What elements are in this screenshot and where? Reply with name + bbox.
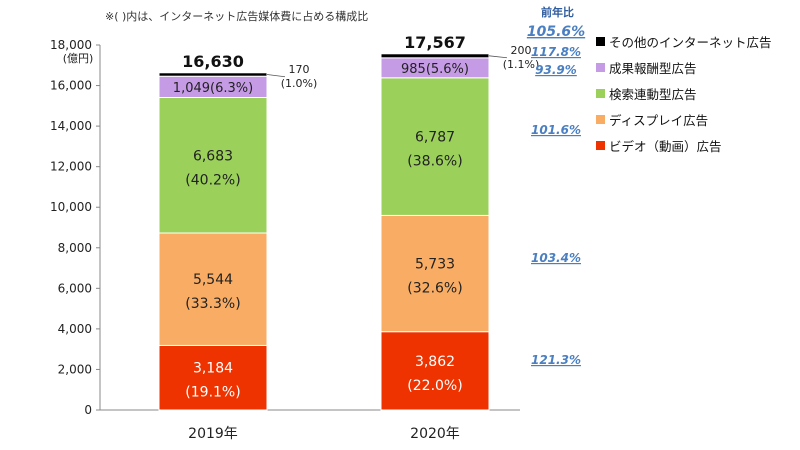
leader-line-other-1 (488, 55, 508, 59)
legend-label-other: その他のインターネット広告 (609, 34, 772, 50)
legend-swatch-search (596, 88, 605, 98)
chart-note: ※( )内は、インターネット広告媒体費に占める構成比 (105, 10, 369, 23)
data-label-search-value-1: 6,787 (415, 130, 455, 146)
x-tick-label-0: 2019年 (188, 426, 238, 442)
data-label-other-pct-0: (1.0%) (281, 77, 318, 90)
y-axis-label: (億円) (63, 52, 94, 65)
bar-other-1 (380, 53, 490, 59)
bar-search-0 (158, 96, 268, 234)
yoy-search: 101.6% (531, 123, 581, 137)
legend-swatch-affiliate (596, 62, 605, 72)
total-label-0: 16,630 (182, 52, 244, 71)
legend-item-video: ビデオ（動画）広告 (596, 132, 772, 158)
data-label-video-pct-0: (19.1%) (185, 385, 240, 401)
legend-swatch-video (596, 140, 605, 150)
y-tick-label: 10,000 (50, 200, 92, 214)
yoy-other: 117.8% (531, 45, 581, 59)
y-tick-label: 18,000 (50, 38, 92, 52)
bar-video-1 (380, 331, 490, 411)
y-tick-label: 0 (84, 403, 92, 417)
legend-swatch-other (596, 36, 605, 46)
legend-label-affiliate: 成果報酬型広告 (609, 60, 697, 76)
data-label-other-pct-1: (1.1%) (503, 58, 540, 71)
data-label-search-pct-1: (38.6%) (407, 154, 462, 170)
legend-label-video: ビデオ（動画）広告 (609, 138, 722, 154)
data-label-display-value-1: 5,733 (415, 257, 455, 273)
yoy-video: 121.3% (531, 353, 581, 367)
y-tick-label: 14,000 (50, 119, 92, 133)
data-label-video-value-1: 3,862 (415, 354, 455, 370)
data-label-video-value-0: 3,184 (193, 361, 233, 377)
data-label-other-value-1: 200 (511, 44, 532, 57)
data-label-affiliate-1: 985(5.6%) (401, 62, 469, 77)
legend-item-other: その他のインターネット広告 (596, 28, 772, 54)
legend-item-display: ディスプレイ広告 (596, 106, 772, 132)
yoy-header: 前年比 (541, 6, 574, 19)
data-label-display-pct-0: (33.3%) (185, 296, 240, 312)
data-label-display-value-0: 5,544 (193, 272, 233, 288)
yoy-total: 105.6% (527, 24, 585, 40)
bar-video-0 (158, 344, 268, 411)
legend-item-affiliate: 成果報酬型広告 (596, 54, 772, 80)
yoy-display: 103.4% (531, 251, 581, 265)
y-tick-label: 2,000 (58, 362, 92, 376)
legend-item-search: 検索連動型広告 (596, 80, 772, 106)
data-label-video-pct-1: (22.0%) (407, 378, 462, 394)
bar-display-0 (158, 232, 268, 346)
data-label-search-pct-0: (40.2%) (185, 172, 240, 188)
y-tick-label: 8,000 (58, 241, 92, 255)
yoy-affiliate: 93.9% (535, 63, 577, 77)
data-label-other-value-0: 170 (289, 63, 310, 76)
x-tick-label-1: 2020年 (410, 426, 460, 442)
bar-search-1 (380, 77, 490, 216)
bar-other-0 (158, 72, 268, 77)
y-tick-label: 4,000 (58, 322, 92, 336)
legend-label-search: 検索連動型広告 (609, 86, 697, 102)
bar-display-1 (380, 214, 490, 333)
total-label-1: 17,567 (404, 33, 466, 52)
legend-label-display: ディスプレイ広告 (609, 112, 709, 128)
y-tick-label: 12,000 (50, 160, 92, 174)
y-tick-label: 16,000 (50, 79, 92, 93)
leader-line-other-0 (266, 74, 286, 78)
data-label-affiliate-0: 1,049(6.3%) (173, 81, 253, 96)
legend-swatch-display (596, 114, 605, 124)
data-label-search-value-0: 6,683 (193, 148, 233, 164)
data-label-display-pct-1: (32.6%) (407, 281, 462, 297)
y-tick-label: 6,000 (58, 281, 92, 295)
legend: その他のインターネット広告 成果報酬型広告 検索連動型広告 ディスプレイ広告 ビ… (596, 28, 772, 158)
